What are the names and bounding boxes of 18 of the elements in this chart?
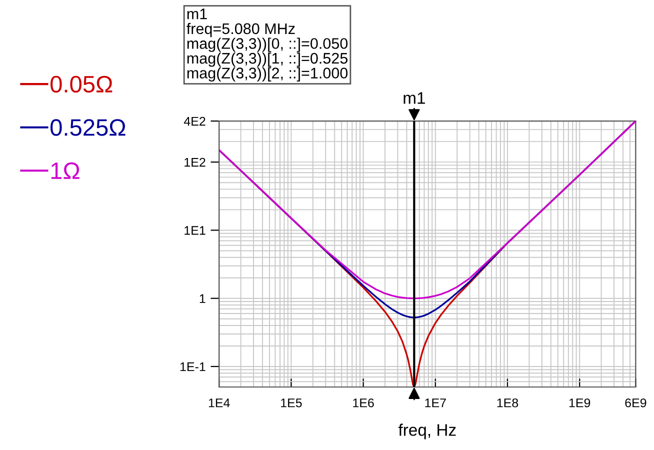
y-tick-label: 1E1 (184, 226, 206, 235)
y-tick-label: 1E2 (184, 158, 206, 167)
ref-line-label: m1 (404, 92, 425, 104)
x-tick-label: 1E8 (497, 398, 518, 408)
x-tick-label: 6E9 (625, 398, 646, 408)
x-tick-label: 1E5 (281, 398, 302, 408)
y-tick-label: 1 (200, 294, 206, 303)
text: m1 freq=5.080 MHz mag(Z(3,3))[0, ::]=0.050 mag(Z(3,3))[1, ::]=0.525 mag(Z(3,3))[2, ::]=1.000 (186, 8, 348, 82)
x-tick-label: 1E7 (425, 398, 446, 408)
x-axis-title: freq, Hz (398, 424, 456, 440)
x-tick-label: 1E6 (353, 398, 374, 408)
legend-label: 0.05Ω (50, 76, 112, 93)
legend-label: 0.525Ω (50, 119, 126, 136)
y-tick-label: 4E2 (184, 116, 206, 126)
legend-label: 1Ω (51, 162, 80, 179)
x-tick-label: 1E9 (569, 398, 590, 408)
x-tick-label: 1E4 (208, 398, 230, 408)
y-tick-label: 1E-1 (180, 362, 206, 372)
